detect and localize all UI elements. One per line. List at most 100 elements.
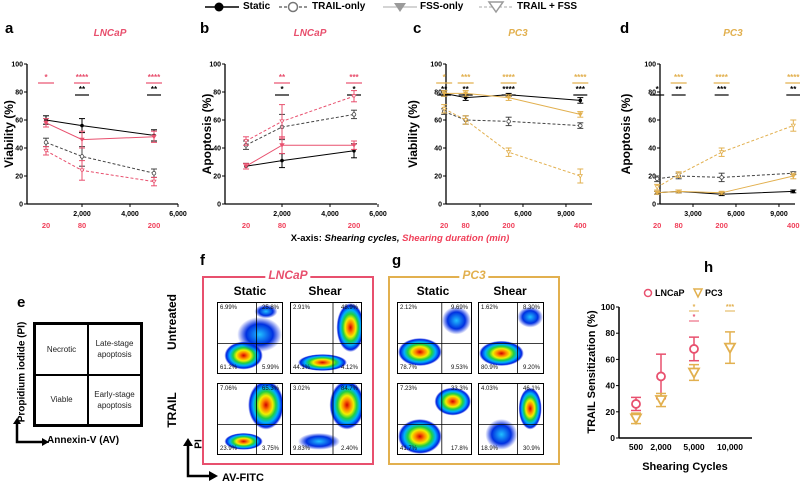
y-tick-label: 0 [610, 433, 615, 443]
data-point-trail-only [43, 140, 49, 145]
density-cluster [398, 338, 442, 366]
significance-stars: * [693, 304, 696, 311]
y-tick-label: 100 [430, 62, 442, 69]
panel-letter-e: e [17, 294, 26, 311]
series-line-trail-only [45, 141, 155, 174]
data-point-trail-only [506, 119, 511, 124]
panel-letter-b: b [200, 20, 209, 37]
series-line-trail-fss [443, 108, 581, 177]
quadrant-percentage-ll: 61.2% [220, 365, 238, 371]
duration-label: 20 [242, 221, 250, 230]
density-cluster [336, 303, 361, 352]
y-tick-label: 80 [606, 328, 616, 338]
data-point-trail-fss [718, 150, 725, 155]
duration-label: 80 [674, 221, 682, 230]
density-cluster [224, 433, 263, 450]
caption-prefix: X-axis: [290, 233, 325, 244]
significance-stars: **** [715, 73, 728, 82]
flow-plot-pc3-untreated-static: 2.12% 9.69% 78.7% 9.53% [397, 302, 472, 374]
density-plot [291, 303, 361, 373]
significance-stars: * [44, 73, 48, 82]
significance-stars: *** [349, 73, 359, 82]
panel-letter-g: g [392, 252, 402, 269]
data-point-trail-fss [654, 185, 660, 190]
density-cluster [254, 304, 278, 319]
significance-stars: ** [279, 73, 286, 82]
quadrant-percentage-ll: 80.9% [481, 365, 499, 371]
density-plot [218, 303, 282, 373]
quadrant-necrotic: Necrotic [35, 324, 88, 375]
significance-stars: **** [76, 73, 89, 82]
quadrant-percentage-ur: 33.3% [450, 386, 468, 392]
series-line-trail-fss [245, 95, 355, 142]
quadrant-percentage-lr: 4.12% [340, 365, 358, 371]
duration-label: 200 [148, 221, 161, 230]
panel-title-d: PC3 [723, 28, 743, 39]
density-cluster [398, 419, 442, 454]
data-point-trail-only [719, 175, 724, 180]
quadrant-percentage-ll: 41.7% [400, 446, 418, 452]
data-point-trail-only [79, 154, 85, 159]
density-cluster [485, 419, 518, 450]
density-cluster [298, 354, 347, 371]
flow-plot-lncap-untreated-static: 6.99% 25.8% 61.2% 5.99% [217, 302, 283, 374]
mean-point-pc3 [687, 367, 701, 380]
data-point-trail-fss [462, 118, 469, 123]
series-line-trail-fss [656, 125, 794, 188]
x-tick-label: 9,000 [770, 211, 788, 218]
pc3-flow-title: PC3 [459, 268, 489, 282]
duration-label: 80 [461, 221, 469, 230]
significance-stars: **** [787, 73, 800, 82]
data-point-fss-only [718, 190, 725, 196]
y-tick-label: 100 [601, 302, 615, 312]
series-line-fss-only [245, 144, 354, 167]
legend-lncap-icon [643, 288, 653, 298]
y-tick-label: 60 [213, 118, 221, 125]
y-tick-label: 40 [648, 146, 656, 153]
y-tick-label: 0 [438, 202, 442, 209]
flow-plot-pc3-trail-static: 7.23% 33.3% 41.7% 17.8% [397, 383, 472, 455]
x-tick-label: 9,000 [557, 211, 575, 218]
density-cluster [434, 387, 471, 416]
series-line-trail-only [657, 172, 794, 180]
significance-stars: **** [502, 85, 515, 94]
significance-stars: *** [576, 85, 586, 94]
legend-trail-fss-label: TRAIL + FSS [517, 1, 578, 12]
panel-letter-d: d [620, 20, 629, 37]
density-cluster [298, 433, 340, 450]
x-tick-label: 10,000 [717, 442, 743, 452]
caption-cycles: Shearing cycles, [324, 233, 403, 244]
quadrant-percentage-ul: 6.99% [220, 305, 238, 311]
quadrant-percentage-lr: 30.9% [522, 446, 540, 452]
y-tick-label: 60 [648, 118, 656, 125]
quadrant-percentage-lr: 3.75% [261, 446, 279, 452]
data-point-trail-only [578, 123, 583, 128]
flow-plot-lncap-untreated-shear: 2.91% 48.9% 44.1% 4.12% [290, 302, 362, 374]
quadrant-percentage-ll: 23.9% [220, 446, 238, 452]
quadrant-percentage-lr: 17.8% [450, 446, 468, 452]
significance-stars: *** [461, 73, 471, 82]
panel-letter-h: h [704, 259, 713, 276]
flow-pi-label: PI [193, 439, 205, 449]
x-tick-label: 2,000 [73, 211, 91, 218]
quadrant-percentage-ul: 3.02% [293, 386, 311, 392]
quadrant-viable: Viable [35, 374, 88, 425]
y-tick-label: 60 [15, 118, 23, 125]
quadrant-percentage-ur: 46.1% [522, 386, 540, 392]
data-point-fss-only [675, 189, 682, 194]
legend-pc3-label: PC3 [705, 288, 723, 298]
panel-letter-a: a [5, 20, 14, 37]
y-tick-label: 0 [19, 202, 23, 209]
series-line-static [444, 92, 581, 101]
significance-stars: * [693, 314, 696, 321]
mean-point-lncap [631, 399, 641, 409]
quadrant-percentage-ll: 18.9% [481, 446, 499, 452]
y-tick-label: 80 [648, 90, 656, 97]
series-line-fss-only [657, 175, 794, 194]
row-label-trail: TRAIL [165, 392, 179, 428]
series-line-trail-fss [45, 150, 155, 183]
density-cluster [237, 317, 282, 352]
lncap-col-static: Static [233, 284, 267, 298]
data-point-fss-only [577, 112, 584, 117]
significance-stars: **** [148, 73, 161, 82]
